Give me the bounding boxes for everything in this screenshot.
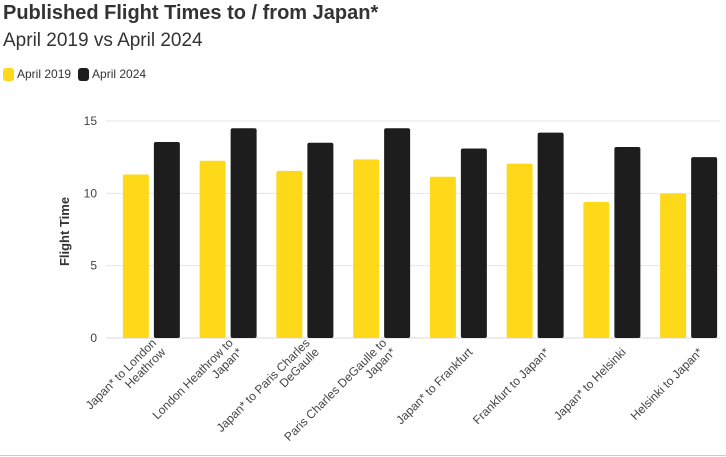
x-tick-label: Japan* to Helsinki <box>551 345 629 423</box>
bar-april-2024[interactable] <box>614 147 641 338</box>
bar-april-2019[interactable] <box>660 193 687 338</box>
bar-april-2024[interactable] <box>537 132 564 338</box>
x-tick-label: Helsinki to Japan* <box>628 345 706 423</box>
bar-april-2019[interactable] <box>276 170 303 338</box>
x-tick-label-line: Frankfurt to Japan* <box>470 345 552 427</box>
bar-april-2024[interactable] <box>460 148 487 338</box>
legend-label-april-2024: April 2024 <box>92 67 147 81</box>
bar-april-2019[interactable] <box>353 159 380 338</box>
x-tick-label-line: Japan* to Helsinki <box>551 345 629 423</box>
y-tick-label: 10 <box>84 186 98 200</box>
y-tick-label: 0 <box>90 331 97 345</box>
bar-april-2019[interactable] <box>199 160 226 338</box>
bar-april-2019[interactable] <box>583 202 610 338</box>
x-tick-label: Frankfurt to Japan* <box>470 345 552 427</box>
bar-april-2024[interactable] <box>230 128 257 338</box>
chart-subtitle: April 2019 vs April 2024 <box>3 30 203 51</box>
bar-april-2024[interactable] <box>691 157 718 338</box>
bar-april-2024[interactable] <box>307 142 334 338</box>
bar-april-2024[interactable] <box>384 128 411 338</box>
legend-item-april-2019[interactable]: April 2019 <box>3 67 71 81</box>
y-axis-title: Flight Time <box>57 197 72 266</box>
legend-item-april-2024[interactable]: April 2024 <box>78 67 146 81</box>
y-tick-label: 5 <box>90 259 97 273</box>
x-tick-label-line: Japan* to Frankfurt <box>393 345 476 428</box>
x-tick-label-line: Helsinki to Japan* <box>628 345 706 423</box>
x-tick-label: Japan* to Frankfurt <box>393 345 476 428</box>
bar-april-2019[interactable] <box>122 174 149 338</box>
legend-swatch-april-2024 <box>78 67 90 81</box>
chart-title: Published Flight Times to / from Japan* <box>3 2 379 24</box>
bar-april-2024[interactable] <box>153 141 180 338</box>
bar-april-2019[interactable] <box>429 176 456 338</box>
x-tick-label-line: London Heathrow to <box>150 336 237 423</box>
legend-label-april-2019: April 2019 <box>17 67 72 81</box>
legend: April 2019 April 2024 <box>3 67 153 81</box>
bottom-divider <box>0 455 726 456</box>
bar-april-2019[interactable] <box>506 163 533 338</box>
legend-swatch-april-2019 <box>3 67 14 81</box>
y-tick-label: 15 <box>84 114 98 128</box>
